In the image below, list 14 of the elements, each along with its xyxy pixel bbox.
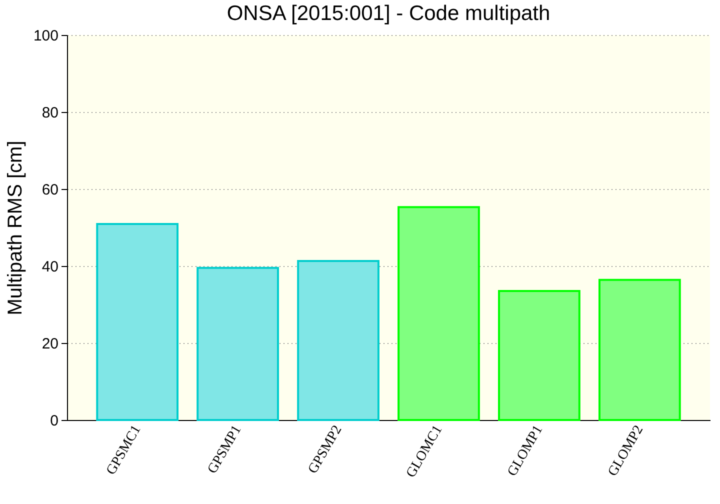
bar <box>498 290 580 421</box>
y-tick-label: 40 <box>42 258 58 276</box>
y-tick-label: 60 <box>42 182 58 198</box>
bar <box>96 223 179 421</box>
y-axis-title: Multipath RMS [cm] <box>4 140 26 316</box>
bar <box>398 206 480 421</box>
bar <box>297 260 380 421</box>
y-tick-label: 0 <box>50 412 58 430</box>
y-tick-label: 80 <box>42 104 58 122</box>
bar <box>196 266 279 421</box>
chart-title: ONSA [2015:001] - Code multipath <box>226 2 550 25</box>
y-tick-label: 100 <box>33 28 58 44</box>
bar <box>598 278 681 421</box>
y-tick-label: 20 <box>42 336 58 352</box>
